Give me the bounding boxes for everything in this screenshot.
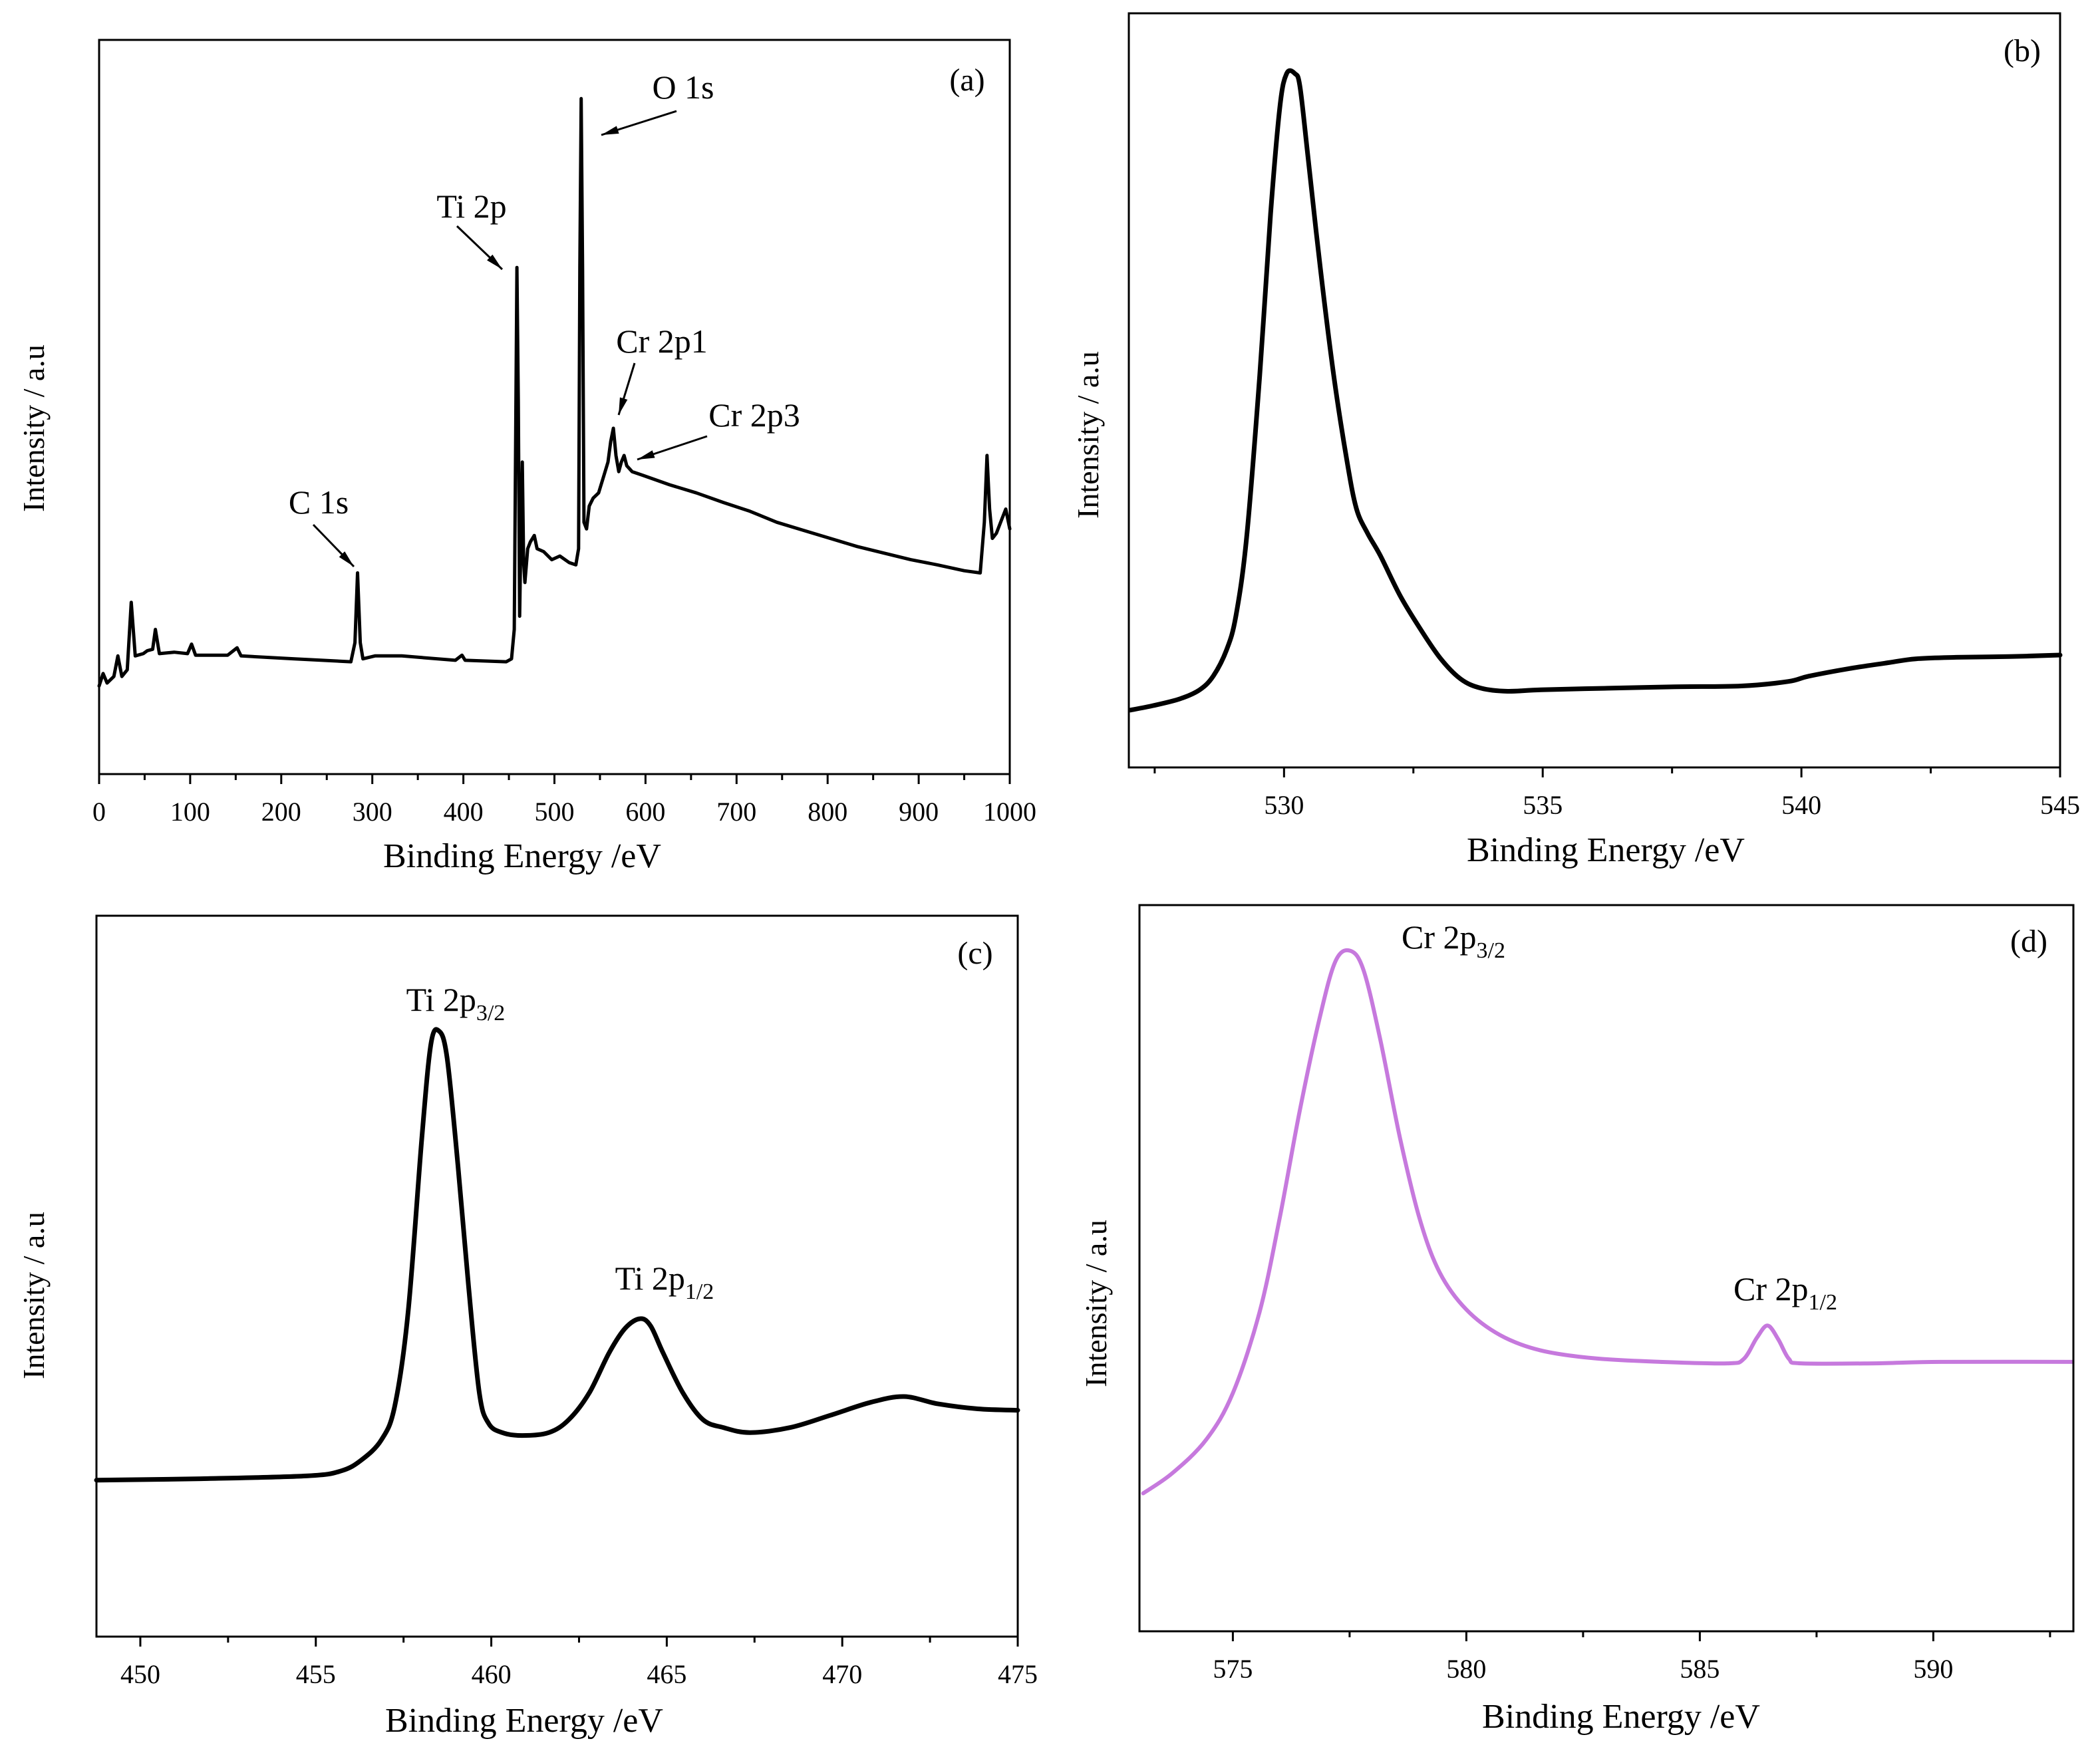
x-tick-label: 400 — [444, 797, 484, 827]
x-axis-label: Binding Energy /eV — [1467, 831, 1745, 869]
x-tick-label: 585 — [1680, 1654, 1720, 1684]
peak-label-c-1s: C 1s — [289, 483, 349, 521]
spectrum-line — [1127, 68, 2063, 713]
peak-label-ti-2p: Ti 2p — [436, 188, 506, 225]
x-tick-label: 535 — [1523, 790, 1563, 820]
panel-d-cr-2p: 575 580 585 590 Binding Energy /eV Intensit… — [1079, 904, 2075, 1736]
x-tick-label: 200 — [261, 797, 301, 827]
plot-area: 450 455 460 465 470 475 — [94, 914, 1038, 1689]
panel-a-survey: 0 100 200 300 400 500 600 700 800 900 1000 Binding… — [17, 39, 1036, 875]
peak-label-subscript: 3/2 — [476, 1001, 505, 1025]
x-tick-label: 540 — [1781, 790, 1821, 820]
x-tick-label: 465 — [647, 1659, 686, 1689]
peak-label-subscript: 1/2 — [1809, 1290, 1837, 1315]
x-tick-label: 450 — [120, 1659, 160, 1689]
annotation-arrow-c-1s — [312, 523, 355, 568]
y-axis-label: Intensity / a.u — [17, 1212, 51, 1379]
annotation-arrow-cr-2p1 — [617, 362, 636, 416]
x-axis-label: Binding Energy /eV — [385, 1702, 663, 1740]
spectrum-line — [94, 1027, 1020, 1483]
plot-frame — [1138, 904, 2075, 1633]
x-tick-label: 0 — [92, 797, 106, 827]
x-tick-label: 475 — [998, 1659, 1038, 1689]
peak-label-ti-2p1-2: Ti 2p1/2 — [615, 1260, 714, 1304]
peak-label-cr-2p1: Cr 2p1 — [616, 323, 708, 360]
panel-b-o-1s: 530 535 540 545 Binding Energy /eV Intensit… — [1071, 12, 2080, 869]
annotation-arrow-ti-2p — [456, 225, 504, 271]
peak-label-cr-2p3: Cr 2p3 — [708, 396, 800, 434]
x-tick-label: 300 — [353, 797, 392, 827]
peak-label-subscript: 1/2 — [685, 1279, 714, 1304]
x-axis-label: Binding Energy /eV — [1482, 1698, 1760, 1736]
x-tick-label: 500 — [535, 797, 575, 827]
peak-label-main: Ti 2p — [406, 981, 476, 1018]
y-axis-label: Intensity / a.u — [17, 344, 51, 512]
x-tick-label: 700 — [716, 797, 756, 827]
x-tick-label: 530 — [1264, 790, 1304, 820]
annotation-arrow-cr-2p3 — [637, 435, 708, 461]
peak-label-cr-2p1-2: Cr 2p1/2 — [1733, 1270, 1837, 1315]
x-tick-label: 545 — [2040, 790, 2080, 820]
plot-area: 0 100 200 300 400 500 600 700 800 900 1000 — [92, 39, 1036, 827]
panel-label: (a) — [949, 63, 984, 98]
annotation-arrow-o-1s — [601, 110, 677, 136]
x-tick-label: 455 — [296, 1659, 336, 1689]
x-tick-label: 100 — [170, 797, 210, 827]
peak-label-cr-2p3-2: Cr 2p3/2 — [1402, 918, 1505, 963]
peak-label-ti-2p3-2: Ti 2p3/2 — [406, 981, 506, 1025]
y-axis-label: Intensity / a.u — [1071, 351, 1105, 519]
panel-c-ti-2p: 450 455 460 465 470 475 Binding Energy /eV In… — [17, 914, 1038, 1740]
x-tick-label: 470 — [822, 1659, 862, 1689]
peak-label-main: Ti 2p — [615, 1260, 685, 1297]
x-tick-label: 600 — [625, 797, 665, 827]
spectrum-line — [1141, 948, 2075, 1496]
peak-label-main: Cr 2p — [1402, 918, 1477, 956]
plot-area: 575 580 585 590 — [1138, 904, 2075, 1684]
panel-label: (b) — [2004, 33, 2041, 68]
panel-label: (d) — [2010, 924, 2047, 959]
spectrum-line — [97, 96, 1012, 688]
x-tick-label: 580 — [1446, 1654, 1486, 1684]
plot-frame — [95, 914, 1019, 1638]
plot-area: 530 535 540 545 — [1127, 12, 2080, 820]
y-axis-label: Intensity / a.u — [1079, 1220, 1113, 1387]
x-tick-label: 460 — [472, 1659, 512, 1689]
peak-label-o-1s: O 1s — [652, 68, 714, 106]
x-tick-label: 800 — [808, 797, 847, 827]
x-tick-label: 575 — [1213, 1654, 1253, 1684]
x-axis-label: Binding Energy /eV — [383, 837, 661, 875]
panel-label: (c) — [957, 936, 992, 971]
peak-label-main: Cr 2p — [1733, 1270, 1809, 1307]
plot-frame — [1127, 12, 2061, 769]
peak-label-subscript: 3/2 — [1477, 938, 1505, 963]
x-tick-label: 900 — [899, 797, 939, 827]
x-tick-label: 590 — [1913, 1654, 1953, 1684]
x-tick-label: 1000 — [983, 797, 1036, 827]
